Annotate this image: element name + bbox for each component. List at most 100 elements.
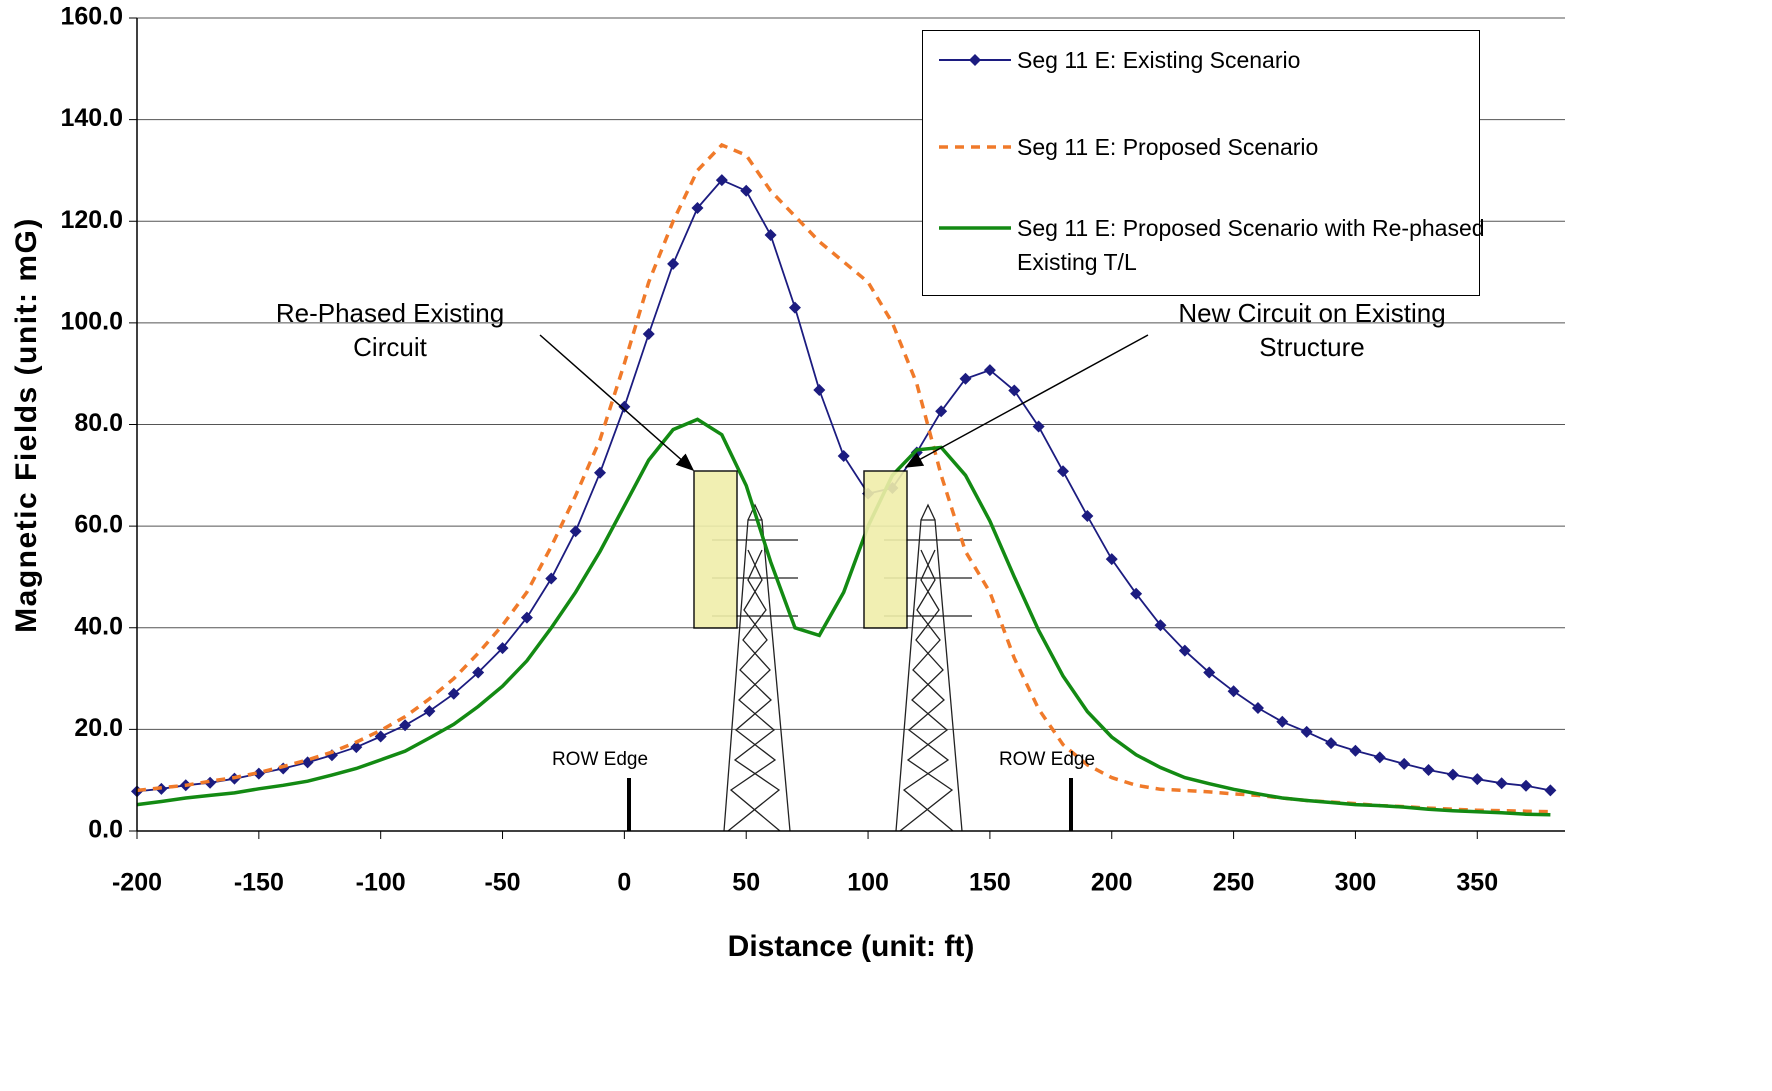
tower-left	[712, 503, 798, 832]
data-point	[1325, 737, 1338, 750]
legend-label: Seg 11 E: Proposed Scenario with Re-phas…	[1017, 215, 1485, 275]
data-point	[423, 705, 436, 718]
legend-swatch	[939, 226, 1011, 230]
y-tick-label: 140.0	[60, 104, 123, 132]
legend-label: Seg 11 E: Existing Scenario	[1017, 47, 1301, 73]
data-point	[496, 642, 509, 655]
data-point	[1373, 751, 1386, 764]
data-point	[1446, 768, 1459, 781]
annotation: New Circuit on Existing	[1178, 298, 1445, 328]
arrow	[539, 334, 695, 471]
data-point	[1544, 784, 1557, 797]
conductor-box	[863, 470, 908, 629]
data-point	[813, 383, 826, 396]
data-point	[715, 174, 728, 187]
x-tick-label: 0	[617, 869, 631, 897]
data-point	[569, 525, 582, 538]
data-point	[1471, 773, 1484, 786]
data-point	[1276, 715, 1289, 728]
data-point	[1057, 465, 1070, 478]
annotation: Re-Phased Existing	[276, 298, 504, 328]
legend-entry: Seg 11 E: Proposed Scenario	[935, 130, 1487, 164]
y-tick-label: 80.0	[74, 409, 123, 437]
data-point	[1398, 757, 1411, 770]
data-point	[252, 767, 265, 780]
x-tick-label: -200	[112, 869, 162, 897]
data-point	[1130, 587, 1143, 600]
x-tick-label: 50	[732, 869, 760, 897]
y-tick-label: 160.0	[60, 3, 123, 31]
x-tick-label: -50	[484, 869, 520, 897]
data-point	[1105, 553, 1118, 566]
data-point	[959, 372, 972, 385]
data-point	[1178, 644, 1191, 657]
arrow	[904, 334, 1149, 468]
data-point	[740, 184, 753, 197]
grid	[137, 17, 1565, 832]
series-layer	[131, 142, 1557, 817]
y-tick-label: 0.0	[88, 816, 123, 844]
legend-entry: Seg 11 E: Proposed Scenario with Re-phas…	[935, 211, 1487, 279]
y-tick-label: 120.0	[60, 206, 123, 234]
legend-swatch	[939, 145, 1011, 149]
data-point	[1081, 509, 1094, 522]
y-tick-label: 60.0	[74, 511, 123, 539]
data-point	[1349, 744, 1362, 757]
legend-label: Seg 11 E: Proposed Scenario	[1017, 134, 1319, 160]
data-point	[520, 611, 533, 624]
series-line	[136, 142, 1551, 814]
data-point	[350, 741, 363, 754]
data-point	[1251, 702, 1264, 715]
data-point	[1495, 777, 1508, 790]
legend-marker	[969, 54, 981, 66]
data-point	[1032, 420, 1045, 433]
data-point	[1300, 725, 1313, 738]
y-tick-label: 100.0	[60, 307, 123, 335]
x-tick-label: 300	[1335, 869, 1377, 897]
data-point	[788, 301, 801, 314]
x-tick-label: 200	[1091, 869, 1133, 897]
y-axis-title: Magnetic Fields (unit: mG)	[10, 217, 43, 633]
series-line	[136, 417, 1551, 817]
data-point	[594, 466, 607, 479]
annotation: Structure	[1259, 332, 1365, 362]
x-tick-label: 100	[847, 869, 889, 897]
towers	[712, 503, 972, 832]
conductor-box	[693, 470, 738, 629]
data-point	[642, 328, 655, 341]
data-point	[618, 400, 631, 413]
data-point	[1203, 666, 1216, 679]
x-axis-title: Distance (unit: ft)	[728, 930, 975, 963]
data-point	[447, 687, 460, 700]
tower-right	[884, 503, 972, 832]
data-point	[399, 719, 412, 732]
data-point	[764, 228, 777, 241]
data-point	[667, 257, 680, 270]
data-point	[837, 450, 850, 463]
data-point	[1227, 685, 1240, 698]
data-point	[1520, 779, 1533, 792]
y-tick-label: 40.0	[74, 612, 123, 640]
legend-entry: Seg 11 E: Existing Scenario	[935, 43, 1487, 77]
x-tick-label: -150	[234, 869, 284, 897]
legend-swatch	[939, 54, 1011, 66]
row-edge-label: ROW Edge	[552, 749, 648, 770]
data-point	[1422, 764, 1435, 777]
row-edge-label: ROW Edge	[999, 749, 1095, 770]
x-tick-label: 250	[1213, 869, 1255, 897]
data-point	[935, 405, 948, 418]
y-tick-label: 20.0	[74, 714, 123, 742]
annotation: Circuit	[353, 332, 427, 362]
data-point	[204, 776, 217, 789]
x-tick-label: 150	[969, 869, 1011, 897]
data-point	[472, 666, 485, 679]
data-point	[983, 364, 996, 377]
data-point	[691, 202, 704, 215]
x-tick-label: -100	[356, 869, 406, 897]
data-point	[1154, 619, 1167, 632]
data-point	[545, 572, 558, 585]
x-tick-label: 350	[1456, 869, 1498, 897]
legend: Seg 11 E: Existing Scenario Seg 11 E: Pro…	[922, 30, 1485, 296]
data-point	[1008, 384, 1021, 397]
